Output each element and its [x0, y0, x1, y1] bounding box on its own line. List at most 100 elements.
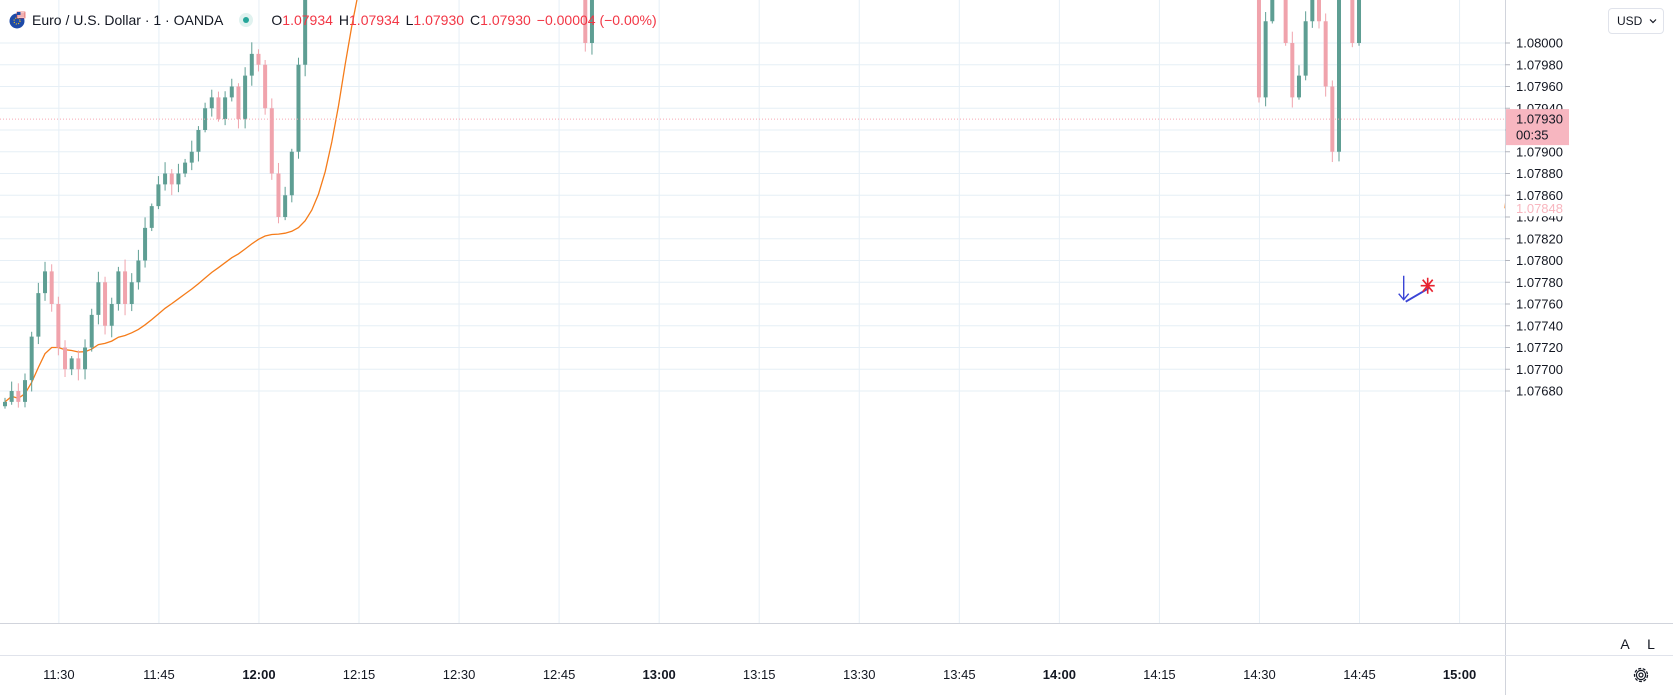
candle [256, 49, 261, 72]
price-tick-label: 1.08000 [1516, 36, 1563, 51]
candle [589, 0, 594, 55]
candle-body [1263, 21, 1268, 98]
symbol-title[interactable]: Euro / U.S. Dollar · 1 · OANDA [32, 12, 224, 28]
ohlc-low-value: 1.07930 [413, 12, 465, 28]
candle-body [196, 130, 201, 152]
candle [1330, 80, 1335, 163]
gear-icon[interactable] [1630, 664, 1652, 686]
candle-body [229, 86, 234, 98]
auto-scale-button[interactable]: A [1620, 636, 1630, 652]
candle-body [96, 282, 101, 315]
eurusd-flag-icon[interactable] [8, 11, 26, 29]
candle [9, 381, 14, 405]
candle [276, 162, 281, 224]
candle-body [296, 64, 301, 152]
price-tick-label: 1.07800 [1516, 253, 1563, 268]
candle-body [123, 271, 128, 304]
candle-body [209, 97, 214, 109]
candle-body [1303, 21, 1308, 76]
time-tick-label: 12:30 [443, 667, 476, 682]
candle [1357, 0, 1362, 46]
candle-body [89, 314, 94, 348]
candle-body [43, 271, 48, 294]
ohlc-high-key: H [338, 12, 350, 28]
time-tick-label: 13:00 [643, 667, 676, 682]
candle-body [283, 195, 288, 217]
candle [16, 383, 21, 408]
price-change: −0.00004 (−0.00%) [536, 12, 657, 28]
candle-body [289, 151, 294, 196]
moving-average-line [4, 0, 1530, 403]
currency-selector[interactable]: USD [1608, 8, 1664, 34]
candle-body [23, 380, 28, 402]
candle [96, 271, 101, 325]
candle-body [1256, 0, 1261, 98]
candle [1337, 0, 1341, 162]
price-axis: 1.080001.079801.079601.079401.079201.079… [1505, 0, 1673, 695]
candle-body [1357, 0, 1362, 43]
candle-body [156, 184, 161, 207]
price-tick-label: 1.07880 [1516, 166, 1563, 181]
candle [169, 169, 174, 196]
market-status-icon[interactable] [239, 13, 254, 27]
ohlc-high-value: 1.07934 [349, 12, 400, 28]
candle-body [216, 97, 221, 120]
candle-body [1337, 0, 1341, 152]
ma-price-label: 1.07848 [1516, 201, 1563, 216]
candle-body [36, 293, 41, 337]
time-tick-label: 13:45 [943, 667, 976, 682]
candle [1310, 0, 1315, 28]
candle [63, 340, 68, 377]
ohlc-open-value: 1.07934 [282, 12, 333, 28]
arrow-down-icon [1398, 275, 1410, 301]
candle [23, 373, 28, 408]
candle [109, 297, 114, 338]
candle [296, 57, 301, 159]
candle [216, 91, 221, 122]
bar-countdown-label: 00:35 [1516, 128, 1549, 143]
grid-lines [0, 0, 1505, 623]
ohlc-close-key: C [470, 12, 481, 28]
candle [103, 276, 108, 335]
candle [29, 331, 34, 392]
chart-overlay [0, 118, 1505, 303]
candle-body [183, 162, 188, 174]
price-tick-label: 1.07820 [1516, 231, 1563, 246]
candle-body [1323, 21, 1328, 87]
price-tick-label: 1.07900 [1516, 144, 1563, 159]
candle-body [276, 173, 281, 217]
candle-body [269, 108, 274, 174]
price-tick-label: 1.07780 [1516, 275, 1563, 290]
candle-body [56, 304, 61, 348]
candle-body [263, 64, 268, 109]
candle [583, 0, 588, 52]
time-tick-label: 13:30 [843, 667, 876, 682]
time-tick-label: 12:15 [343, 667, 376, 682]
candle-body [129, 282, 134, 304]
time-tick-label: 11:45 [143, 667, 175, 682]
candle-body [1283, 0, 1288, 43]
last-price-tag [1506, 109, 1569, 146]
candle [1256, 0, 1261, 103]
candle [196, 126, 201, 162]
candle-body [1296, 75, 1301, 98]
candle [129, 273, 134, 312]
candle [3, 397, 7, 409]
price-tick-label: 1.07680 [1516, 384, 1563, 399]
ma-price-tag [1507, 200, 1567, 217]
candle [176, 163, 181, 193]
candle [1303, 11, 1308, 81]
ohlc-open-key: O [271, 12, 283, 28]
log-scale-button[interactable]: L [1647, 636, 1655, 652]
last-price-label: 1.07930 [1516, 112, 1563, 127]
candle [49, 264, 54, 312]
candle [163, 162, 168, 191]
candle-body [76, 358, 81, 370]
candle-body [243, 75, 248, 120]
candle-body [136, 260, 141, 283]
candlestick-series [3, 0, 1548, 409]
candle [236, 83, 241, 129]
candle-body [116, 271, 121, 304]
ohlc-close-value: 1.07930 [480, 12, 531, 28]
